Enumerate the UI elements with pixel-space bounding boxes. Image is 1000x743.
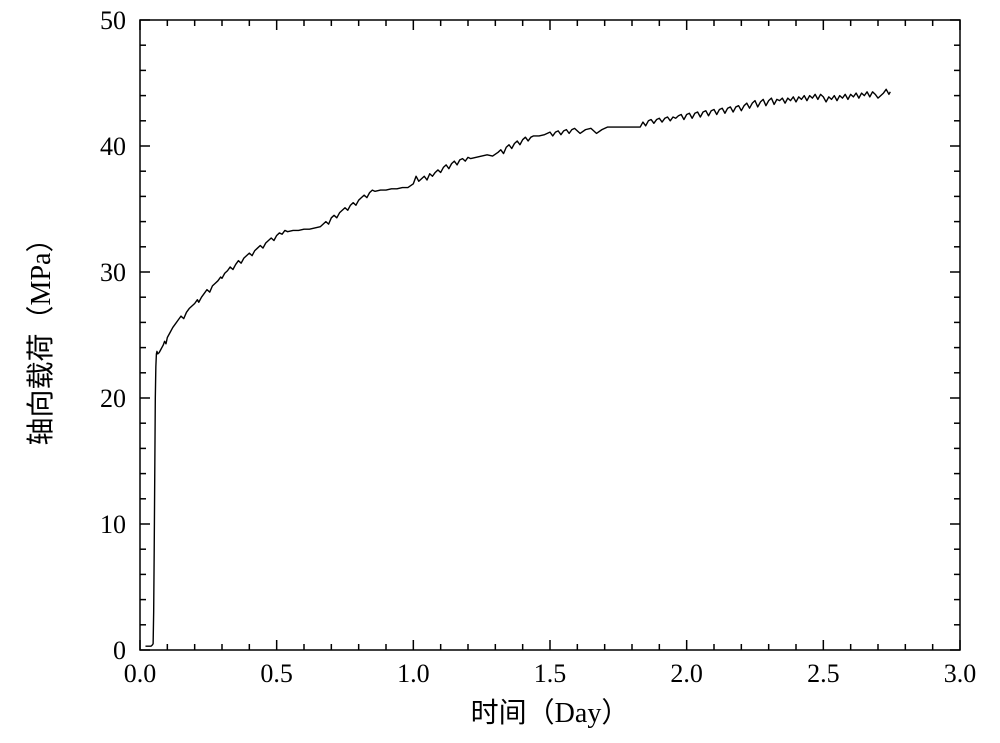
x-tick-label: 1.0 [397, 659, 430, 688]
x-tick-label: 2.5 [807, 659, 840, 688]
x-tick-label: 2.0 [670, 659, 703, 688]
x-tick-label: 3.0 [944, 659, 977, 688]
x-axis-label: 时间（Day） [471, 697, 630, 729]
y-tick-label: 30 [100, 258, 126, 287]
y-axis-label: 轴向载荷（MPa） [25, 225, 57, 446]
y-tick-label: 0 [113, 636, 126, 665]
x-tick-label: 0.5 [260, 659, 293, 688]
y-tick-label: 50 [100, 6, 126, 35]
x-tick-label: 0.0 [124, 659, 157, 688]
line-chart: 0.0 0.5 1.0 1.5 2.0 2.5 3.0 0 10 20 30 40 50 时间（Day） 轴… [0, 0, 1000, 743]
y-tick-label: 20 [100, 384, 126, 413]
x-tick-label: 1.5 [534, 659, 567, 688]
y-tick-label: 10 [100, 510, 126, 539]
y-tick-label: 40 [100, 132, 126, 161]
chart-container: 0.0 0.5 1.0 1.5 2.0 2.5 3.0 0 10 20 30 40 50 时间（Day） 轴… [0, 0, 1000, 743]
